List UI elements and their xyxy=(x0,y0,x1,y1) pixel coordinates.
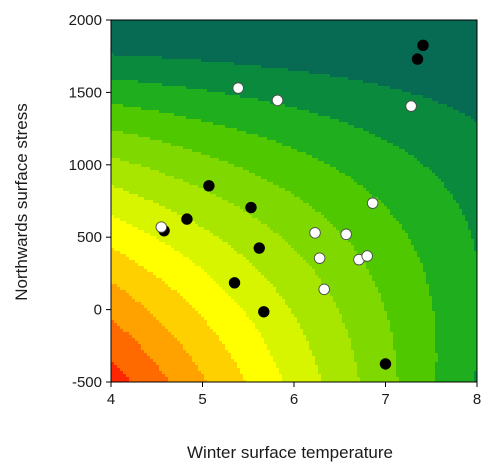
y-axis-label: Northwards surface stress xyxy=(12,103,31,300)
y-tick-label: 1500 xyxy=(69,84,102,101)
filled-data-point xyxy=(254,243,265,254)
y-tick-label: 0 xyxy=(94,302,102,319)
y-tick-label: 2000 xyxy=(69,12,102,29)
filled-data-point xyxy=(182,214,193,225)
filled-data-point xyxy=(229,278,240,289)
y-tick-label: 1000 xyxy=(69,157,102,174)
open-data-point xyxy=(233,83,244,94)
open-data-point xyxy=(362,251,373,262)
x-axis-label: Winter surface temperature xyxy=(187,443,393,462)
filled-data-point xyxy=(246,202,257,213)
open-data-point xyxy=(406,101,417,112)
filled-data-point xyxy=(412,54,423,65)
open-data-point xyxy=(156,222,167,233)
x-tick-label: 5 xyxy=(198,391,206,408)
open-data-point xyxy=(341,229,352,240)
x-tick-label: 6 xyxy=(290,391,298,408)
open-data-point xyxy=(319,284,330,295)
y-tick-label: -500 xyxy=(72,374,102,391)
open-data-point xyxy=(310,228,321,239)
open-data-point xyxy=(314,253,325,264)
filled-data-point xyxy=(380,359,391,370)
open-data-point xyxy=(367,198,378,209)
open-data-point xyxy=(272,95,283,106)
contour-fill-layer xyxy=(111,20,478,384)
y-tick-label: 500 xyxy=(77,229,102,246)
filled-data-point xyxy=(204,180,215,191)
x-tick-label: 8 xyxy=(473,391,481,408)
filled-data-point xyxy=(418,40,429,51)
x-tick-label: 7 xyxy=(381,391,389,408)
filled-data-point xyxy=(259,306,270,317)
x-tick-label: 4 xyxy=(107,391,115,408)
